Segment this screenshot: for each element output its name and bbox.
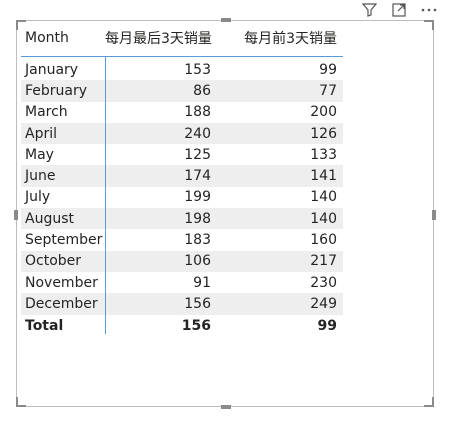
table-row: July 199 140: [21, 187, 343, 208]
month-cell: March: [25, 104, 68, 121]
value-cell: 140: [310, 189, 337, 206]
resize-handle-bottom-right[interactable]: [424, 397, 434, 407]
table-row: February 86 77: [21, 80, 343, 102]
month-cell: January: [25, 61, 79, 78]
value-cell: 199: [184, 189, 211, 206]
value-cell: 249: [310, 295, 337, 312]
value-cell: 126: [310, 125, 337, 142]
total-value-cell: 99: [317, 317, 337, 334]
table-row: March 188 200: [21, 102, 343, 123]
table-visual-frame[interactable]: [14, 18, 436, 409]
value-cell: 156: [184, 295, 211, 312]
table-row: January 153 99: [21, 59, 343, 80]
value-cell: 188: [184, 104, 211, 121]
table-row: June 174 141: [21, 165, 343, 187]
table-row: September 183 160: [21, 229, 343, 250]
value-cell: 198: [184, 210, 211, 227]
table-row: May 125 133: [21, 144, 343, 165]
value-cell: 200: [310, 104, 337, 121]
data-table: Month 每月最后3天销量 每月前3天销量 January 153 99 Fe…: [21, 27, 343, 337]
column-header-month[interactable]: Month: [25, 30, 69, 46]
resize-handle-bottom[interactable]: [221, 405, 231, 409]
value-cell: 230: [310, 274, 337, 291]
value-cell: 183: [184, 232, 211, 249]
table-row: August 198 140: [21, 208, 343, 230]
total-label: Total: [25, 317, 64, 334]
header-divider: [21, 56, 343, 57]
table-total-row: Total 156 99: [21, 315, 343, 337]
month-cell: July: [25, 189, 51, 206]
month-cell: June: [25, 168, 56, 185]
resize-handle-top-left[interactable]: [16, 20, 26, 30]
value-cell: 160: [310, 232, 337, 249]
resize-handle-left[interactable]: [14, 210, 18, 220]
resize-handle-right[interactable]: [432, 210, 436, 220]
table-header-row: Month 每月最后3天销量 每月前3天销量: [21, 27, 343, 49]
table-row: October 106 217: [21, 250, 343, 272]
month-cell: December: [25, 295, 98, 312]
month-cell: May: [25, 146, 54, 163]
month-cell: November: [25, 274, 98, 291]
value-cell: 99: [319, 61, 337, 78]
value-cell: 106: [184, 253, 211, 270]
value-cell: 153: [184, 61, 211, 78]
value-cell: 141: [310, 168, 337, 185]
value-cell: 133: [310, 146, 337, 163]
resize-handle-top[interactable]: [221, 18, 231, 22]
filter-icon[interactable]: [360, 1, 378, 19]
month-cell: October: [25, 253, 82, 270]
value-cell: 140: [310, 210, 337, 227]
value-cell: 125: [184, 146, 211, 163]
visual-header-icons: [360, 1, 438, 19]
value-cell: 174: [184, 168, 211, 185]
value-cell: 77: [319, 82, 337, 99]
value-cell: 86: [193, 82, 211, 99]
value-cell: 217: [310, 253, 337, 270]
table-row: December 156 249: [21, 293, 343, 315]
more-options-icon[interactable]: [420, 1, 438, 19]
column-header-last3days[interactable]: 每月最后3天销量: [105, 31, 212, 47]
resize-handle-bottom-left[interactable]: [16, 397, 26, 407]
table-row: November 91 230: [21, 272, 343, 293]
focus-mode-icon[interactable]: [390, 1, 408, 19]
resize-handle-top-right[interactable]: [424, 20, 434, 30]
month-cell: September: [25, 232, 103, 249]
total-value-cell: 156: [181, 317, 211, 334]
column-header-first3days[interactable]: 每月前3天销量: [244, 31, 337, 47]
month-cell: April: [25, 125, 57, 142]
value-cell: 240: [184, 125, 211, 142]
month-cell: August: [25, 210, 74, 227]
month-cell: February: [25, 82, 88, 99]
column-divider: [105, 57, 106, 334]
value-cell: 91: [193, 274, 211, 291]
table-row: April 240 126: [21, 122, 343, 145]
